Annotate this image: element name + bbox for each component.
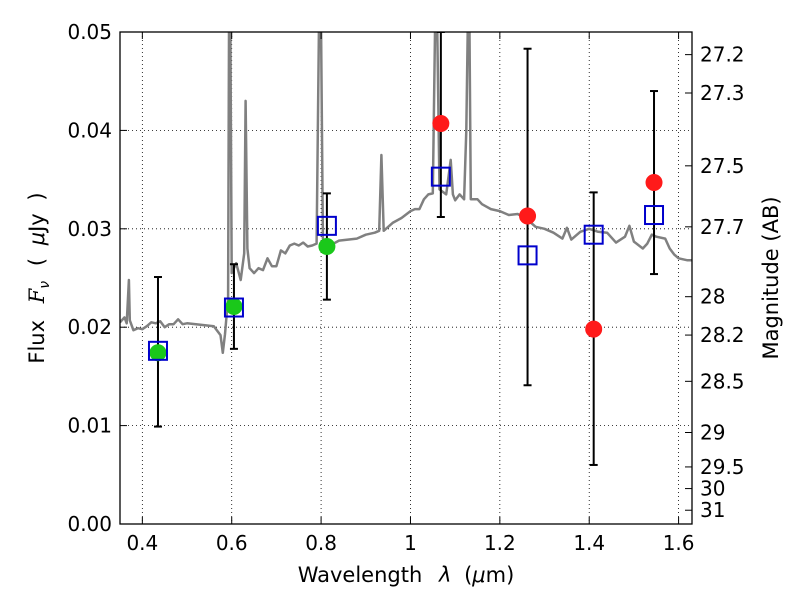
y2-tick-label: 30 [700, 477, 725, 501]
x-axis-title-lambda: λ [438, 563, 451, 587]
model-point [430, 166, 451, 187]
spectrum-line [120, 32, 692, 355]
model-point [583, 224, 604, 245]
x-tick-label: 0.8 [305, 531, 337, 555]
y2-tick-label: 28.2 [700, 323, 745, 347]
y-axis-title-F: F [25, 287, 49, 304]
observed-point [318, 238, 336, 256]
spectrum-layer [120, 32, 692, 355]
y2-axis-title: Magnitude (AB) [759, 196, 783, 359]
y-tick-label: 0.03 [67, 217, 112, 241]
y-axis-title: Flux Fν ( μJy ) [25, 192, 54, 363]
model-point [644, 205, 665, 226]
model-point [316, 215, 337, 236]
x-tick-label: 1.6 [663, 531, 695, 555]
data-markers [147, 115, 665, 362]
model-point [517, 245, 538, 266]
y-tick-label: 0.01 [67, 414, 112, 438]
y-axis-title-close: ) [25, 192, 49, 200]
x-axis-title-unit: m) [486, 563, 515, 587]
plot-frame [119, 31, 693, 525]
observed-point [225, 298, 243, 316]
y-axis-title-mu: μ [25, 232, 49, 246]
y2-tick-label: 27.2 [700, 43, 745, 67]
y2-tick-label: 27.3 [700, 81, 745, 105]
y-tick-label: 0.00 [67, 512, 112, 536]
observed-point [519, 207, 537, 225]
y-axis-title-unit: Jy [25, 213, 49, 234]
x-axis-title-open: ( [464, 563, 472, 587]
model-point [223, 297, 244, 318]
observed-point [585, 320, 603, 338]
observed-point [432, 115, 450, 133]
y2-tick-label: 28 [700, 285, 725, 309]
y-tick-label: 0.04 [67, 118, 112, 142]
y2-tick-label: 27.7 [700, 215, 745, 239]
x-tick-label: 1.2 [484, 531, 516, 555]
x-tick-label: 1 [404, 531, 417, 555]
x-tick-label: 0.4 [126, 531, 158, 555]
plot-area-background [120, 32, 692, 524]
y-tick-label: 0.05 [67, 20, 112, 44]
y2-tick-label: 27.5 [700, 154, 745, 178]
y-tick-label: 0.02 [67, 315, 112, 339]
model-point [147, 340, 168, 361]
x-tick-label: 0.6 [216, 531, 248, 555]
y2-tick-label: 31 [700, 498, 725, 522]
x-tick-label: 1.4 [573, 531, 605, 555]
ticks: 0.4 0.6 0.8 1 1.2 1.4 1.6 0.00 0.01 0.02 0.03 0.04 0… [67, 20, 744, 555]
x-axis-title-mu: μ [471, 563, 485, 587]
y2-tick-label: 29.5 [700, 455, 745, 479]
x-axis-title: Wavelength λ (μm) [298, 563, 515, 587]
y2-tick-label: 29 [700, 420, 725, 444]
y-axis-title-open: ( [25, 258, 49, 266]
x-axis-title-prefix: Wavelength [298, 563, 423, 587]
y-axis-title-prefix: Flux [25, 320, 49, 364]
observed-point [149, 344, 167, 362]
y-axis-title-nu: ν [37, 281, 53, 289]
observed-point [645, 174, 663, 192]
y2-tick-label: 28.5 [700, 369, 745, 393]
